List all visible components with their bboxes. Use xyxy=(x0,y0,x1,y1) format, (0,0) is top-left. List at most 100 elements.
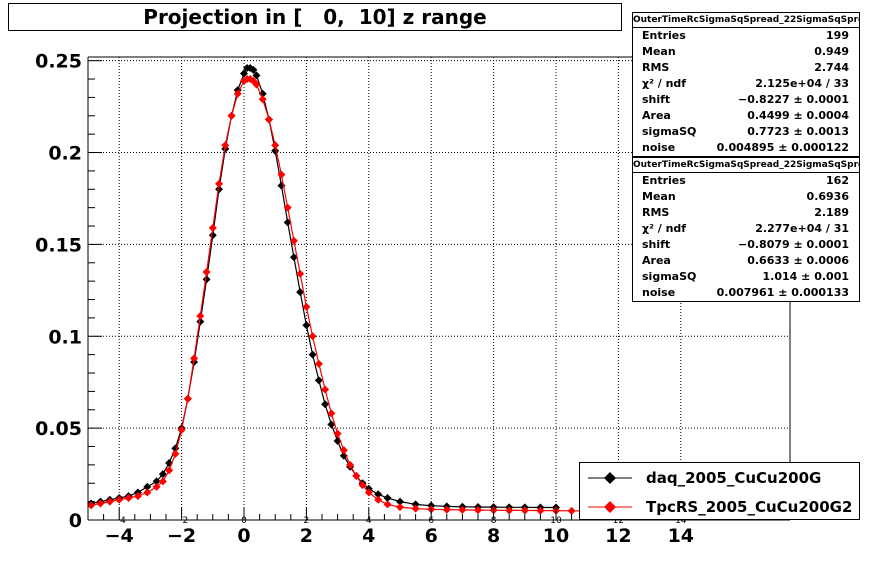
data-point xyxy=(177,425,186,434)
stats-title: OuterTimeRcSigmaSqSpread_22SigmaSqSpread xyxy=(633,13,859,28)
stats-row: Entries 199 xyxy=(633,28,859,44)
data-point xyxy=(333,429,342,438)
stats-value: 199 xyxy=(826,29,849,42)
x-tick-label: 0 xyxy=(237,525,250,547)
x-tick-label: 12 xyxy=(605,525,631,547)
stats-row: Mean 0.949 xyxy=(633,44,859,60)
data-point xyxy=(87,501,96,510)
stats-label: noise xyxy=(642,286,676,299)
x-tick-label-small: 4 xyxy=(366,516,372,526)
legend-label: TpcRS_2005_CuCu200G2 xyxy=(646,498,853,516)
stats-value: 2.125e+04 / 33 xyxy=(755,77,849,90)
stats-row: Mean 0.6936 xyxy=(633,189,859,205)
data-point xyxy=(240,69,248,78)
stats-row: χ² / ndf 2.125e+04 / 33 xyxy=(633,76,859,92)
data-point xyxy=(411,504,420,513)
stats-label: shift xyxy=(642,93,671,106)
x-tick-label: 6 xyxy=(425,525,438,547)
data-point xyxy=(158,477,167,486)
y-tick-label: 0.05 xyxy=(35,418,82,440)
x-tick-label: −2 xyxy=(167,525,196,547)
stats-value: 0.6633 ± 0.0006 xyxy=(747,254,849,267)
stats-value: 0.6936 xyxy=(806,190,849,203)
x-tick-label: 2 xyxy=(300,525,313,547)
stats-row: Area 0.4499 ± 0.0004 xyxy=(633,108,859,124)
x-tick-label-small: −2 xyxy=(175,516,188,526)
data-point xyxy=(171,449,180,458)
x-tick-label: 4 xyxy=(362,525,375,547)
stats-rows: Entries 199 Mean 0.949 RMS 2.744 χ² / ndf 2.125… xyxy=(633,28,859,156)
stats-label: RMS xyxy=(642,61,670,74)
x-tick-label: −4 xyxy=(105,525,134,547)
x-tick-label-small: −4 xyxy=(113,516,127,526)
data-point xyxy=(249,65,258,74)
data-point xyxy=(271,141,280,150)
data-point xyxy=(152,482,161,491)
data-point xyxy=(396,497,404,506)
stats-row: noise 0.007961 ± 0.000133 xyxy=(633,285,859,301)
stats-row: shift −0.8227 ± 0.0001 xyxy=(633,92,859,108)
data-point xyxy=(277,170,286,179)
data-point xyxy=(289,253,298,262)
stats-value: −0.8079 ± 0.0001 xyxy=(738,238,849,251)
stats-row: noise 0.004895 ± 0.000122 xyxy=(633,140,859,156)
stats-box-tpcrs: OuterTimeRcSigmaSqSpread_22SigmaSqSpread… xyxy=(632,157,860,302)
data-point xyxy=(143,488,152,497)
stats-row: Entries 162 xyxy=(633,173,859,189)
stats-label: shift xyxy=(642,238,671,251)
data-point xyxy=(520,506,529,515)
data-point xyxy=(215,179,224,188)
stats-row: Area 0.6633 ± 0.0006 xyxy=(633,253,859,269)
data-point xyxy=(474,506,482,515)
y-tick-label: 0.25 xyxy=(35,51,82,73)
data-point xyxy=(296,269,305,278)
x-tick-label-small: 14 xyxy=(675,516,687,526)
stats-label: Area xyxy=(642,109,671,122)
data-point xyxy=(505,506,514,515)
data-point xyxy=(183,394,192,403)
legend: daq_2005_CuCu200G TpcRS_2005_CuCu200G2 xyxy=(579,462,860,520)
data-point xyxy=(374,490,383,499)
data-point xyxy=(314,376,323,385)
data-point xyxy=(208,231,217,240)
data-point xyxy=(252,71,261,80)
x-tick-label: 10 xyxy=(543,525,569,547)
data-point xyxy=(152,477,161,486)
stats-value: 0.004895 ± 0.000122 xyxy=(716,141,849,154)
data-point xyxy=(190,354,199,363)
stats-label: Mean xyxy=(642,190,676,203)
stats-label: noise xyxy=(642,141,676,154)
data-point xyxy=(364,488,373,497)
data-series xyxy=(87,64,592,515)
x-tick-label-small: 6 xyxy=(428,516,434,526)
stats-value: 1.014 ± 0.001 xyxy=(762,270,849,283)
data-point xyxy=(105,497,114,506)
data-point xyxy=(133,492,142,501)
stats-value: −0.8227 ± 0.0001 xyxy=(738,93,849,106)
data-point xyxy=(358,481,367,490)
data-point xyxy=(536,506,545,515)
stats-value: 0.949 xyxy=(814,45,849,58)
legend-entry-daq: daq_2005_CuCu200G xyxy=(580,468,821,488)
data-point xyxy=(346,460,355,469)
stats-rows: Entries 162 Mean 0.6936 RMS 2.189 χ² / ndf 2.27… xyxy=(633,173,859,301)
data-point xyxy=(158,470,167,479)
data-point xyxy=(302,321,311,330)
data-point xyxy=(383,493,392,502)
data-point xyxy=(289,236,298,245)
stats-label: Entries xyxy=(642,29,686,42)
data-point xyxy=(567,506,576,515)
x-tick-label-small: 2 xyxy=(304,516,310,526)
data-point xyxy=(233,89,242,98)
legend-marker-icon xyxy=(588,501,632,513)
stats-value: 0.007961 ± 0.000133 xyxy=(716,286,849,299)
stats-row: χ² / ndf 2.277e+04 / 31 xyxy=(633,221,859,237)
stats-label: sigmaSQ xyxy=(642,270,697,283)
data-point xyxy=(165,466,174,475)
stats-row: sigmaSQ 0.7723 ± 0.0013 xyxy=(633,124,859,140)
stats-value: 2.189 xyxy=(814,206,849,219)
stats-value: 162 xyxy=(826,174,849,187)
data-point xyxy=(258,95,267,104)
legend-entry-tpcrs: TpcRS_2005_CuCu200G2 xyxy=(580,497,852,517)
stats-value: 0.4499 ± 0.0004 xyxy=(747,109,849,122)
